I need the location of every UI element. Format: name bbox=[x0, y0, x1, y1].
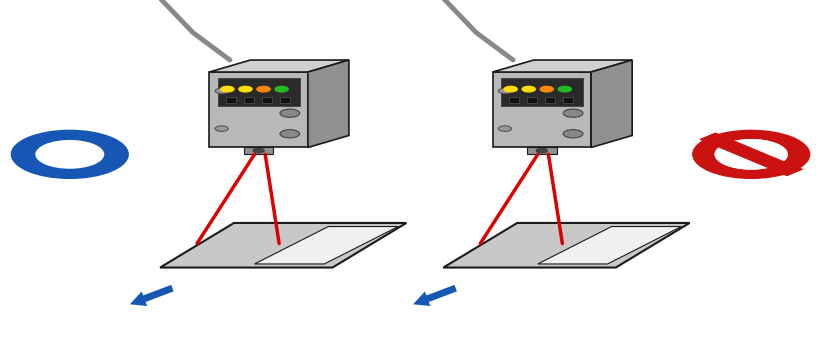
Circle shape bbox=[714, 139, 788, 170]
Circle shape bbox=[714, 139, 788, 170]
Bar bbox=[218, 78, 300, 106]
Circle shape bbox=[498, 126, 511, 131]
Bar bbox=[509, 97, 519, 103]
Bar bbox=[563, 97, 573, 103]
Polygon shape bbox=[209, 60, 349, 72]
Bar bbox=[226, 97, 236, 103]
Bar bbox=[699, 133, 803, 176]
Circle shape bbox=[239, 86, 252, 92]
Circle shape bbox=[536, 148, 548, 153]
Circle shape bbox=[692, 130, 810, 179]
Circle shape bbox=[215, 126, 228, 131]
Polygon shape bbox=[443, 223, 690, 268]
Polygon shape bbox=[255, 226, 398, 264]
Circle shape bbox=[215, 88, 228, 94]
Circle shape bbox=[498, 88, 511, 94]
Bar bbox=[527, 97, 537, 103]
Circle shape bbox=[280, 109, 300, 117]
Polygon shape bbox=[209, 72, 308, 147]
Bar bbox=[262, 97, 272, 103]
Circle shape bbox=[275, 86, 288, 92]
Polygon shape bbox=[160, 223, 406, 268]
Bar bbox=[501, 78, 583, 106]
Bar bbox=[699, 133, 803, 176]
Polygon shape bbox=[493, 60, 632, 72]
Polygon shape bbox=[493, 72, 591, 147]
Circle shape bbox=[522, 86, 535, 92]
Circle shape bbox=[221, 86, 234, 92]
Bar bbox=[280, 97, 290, 103]
Polygon shape bbox=[591, 60, 632, 147]
Circle shape bbox=[563, 109, 583, 117]
Circle shape bbox=[280, 130, 300, 138]
Bar bbox=[545, 97, 555, 103]
Polygon shape bbox=[308, 60, 349, 147]
Circle shape bbox=[563, 130, 583, 138]
Circle shape bbox=[540, 86, 553, 92]
Circle shape bbox=[558, 86, 571, 92]
Bar bbox=[527, 147, 557, 154]
Circle shape bbox=[35, 140, 104, 169]
Circle shape bbox=[257, 86, 270, 92]
Circle shape bbox=[253, 148, 264, 153]
Bar bbox=[244, 97, 254, 103]
Circle shape bbox=[504, 86, 517, 92]
Polygon shape bbox=[538, 226, 681, 264]
Bar bbox=[244, 147, 273, 154]
Circle shape bbox=[11, 130, 129, 179]
